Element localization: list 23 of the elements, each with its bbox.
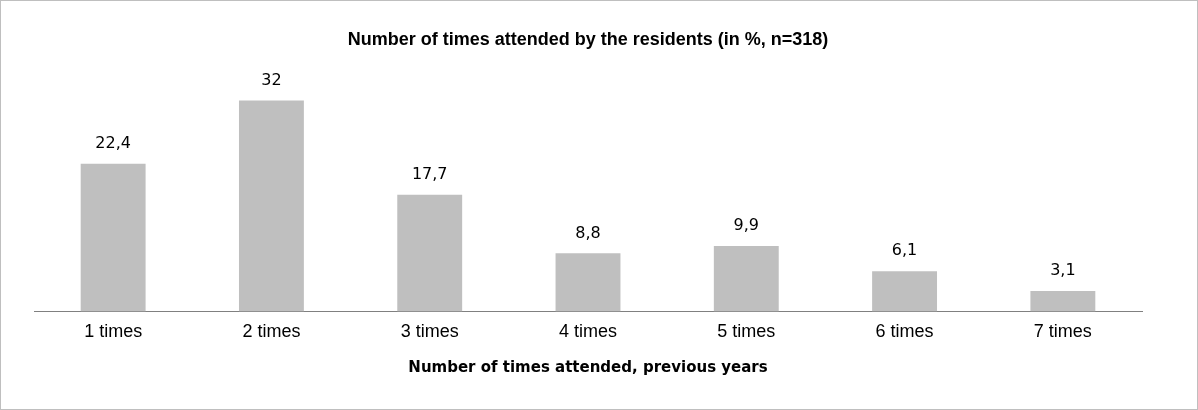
bar (397, 194, 463, 312)
bar (238, 100, 304, 312)
bar (1030, 290, 1096, 312)
data-label: 9,9 (733, 215, 760, 235)
x-tick-label: 6 times (875, 321, 934, 342)
x-tick-label: 4 times (558, 321, 618, 342)
data-label: 3,1 (1050, 260, 1076, 280)
data-label: 17,7 (411, 163, 448, 183)
bar (80, 163, 146, 312)
data-label: 6,1 (891, 240, 918, 260)
x-tick-label: 5 times (717, 321, 776, 342)
bar (872, 271, 938, 312)
data-label: 22,4 (95, 132, 131, 152)
data-label: 8,8 (575, 222, 601, 242)
bar (713, 246, 779, 312)
bar (555, 253, 621, 312)
data-label: 32 (261, 69, 282, 89)
chart-title: Number of times attended by the residents (in %, n=318) (347, 28, 829, 49)
x-tick-label: 1 times (84, 321, 143, 342)
x-tick-label: 7 times (1033, 321, 1092, 342)
x-axis-title: Number of times attended, previous years (408, 357, 768, 376)
x-tick-label: 3 times (400, 321, 459, 342)
x-tick-label: 2 times (242, 321, 301, 342)
